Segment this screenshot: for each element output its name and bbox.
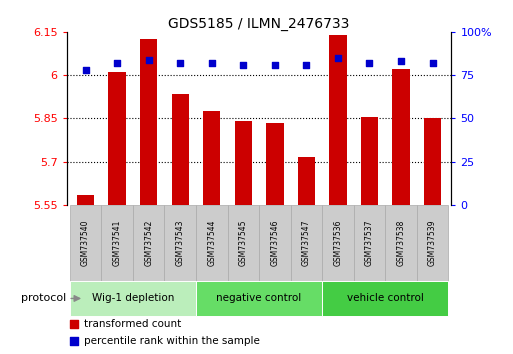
- Bar: [70, 205, 102, 281]
- Bar: [298, 158, 315, 205]
- Point: [82, 67, 90, 73]
- Point: [70, 338, 78, 343]
- Text: GSM737536: GSM737536: [333, 220, 342, 266]
- Point: [428, 60, 437, 66]
- Bar: [102, 205, 133, 281]
- Text: GSM737546: GSM737546: [270, 220, 280, 266]
- Point: [334, 55, 342, 61]
- Text: GSM737539: GSM737539: [428, 220, 437, 266]
- Text: transformed count: transformed count: [84, 319, 181, 329]
- Title: GDS5185 / ILMN_2476733: GDS5185 / ILMN_2476733: [168, 17, 350, 31]
- Text: GSM737544: GSM737544: [207, 220, 216, 266]
- Text: GSM737543: GSM737543: [176, 220, 185, 266]
- Bar: [385, 205, 417, 281]
- Text: GSM737545: GSM737545: [239, 220, 248, 266]
- Bar: [322, 281, 448, 316]
- Bar: [196, 205, 228, 281]
- Bar: [165, 205, 196, 281]
- Text: GSM737547: GSM737547: [302, 220, 311, 266]
- Bar: [322, 205, 353, 281]
- Bar: [424, 119, 441, 205]
- Bar: [171, 94, 189, 205]
- Bar: [133, 205, 165, 281]
- Bar: [361, 117, 378, 205]
- Point: [302, 62, 310, 68]
- Bar: [266, 123, 284, 205]
- Point: [145, 57, 153, 62]
- Point: [397, 58, 405, 64]
- Text: GSM737537: GSM737537: [365, 220, 374, 266]
- Bar: [228, 205, 259, 281]
- Bar: [353, 205, 385, 281]
- Bar: [259, 205, 290, 281]
- Point: [70, 321, 78, 326]
- Point: [208, 60, 216, 66]
- Bar: [417, 205, 448, 281]
- Bar: [77, 195, 94, 205]
- Text: GSM737542: GSM737542: [144, 220, 153, 266]
- Text: negative control: negative control: [216, 293, 302, 303]
- Bar: [290, 205, 322, 281]
- Text: vehicle control: vehicle control: [347, 293, 424, 303]
- Bar: [140, 39, 157, 205]
- Point: [271, 62, 279, 68]
- Bar: [234, 121, 252, 205]
- Point: [176, 60, 184, 66]
- Bar: [70, 281, 196, 316]
- Text: percentile rank within the sample: percentile rank within the sample: [84, 336, 260, 346]
- Bar: [392, 69, 410, 205]
- Text: GSM737538: GSM737538: [397, 220, 405, 266]
- Bar: [203, 111, 221, 205]
- Text: protocol: protocol: [22, 293, 67, 303]
- Point: [113, 60, 121, 66]
- Text: GSM737540: GSM737540: [81, 220, 90, 266]
- Bar: [329, 35, 347, 205]
- Bar: [108, 72, 126, 205]
- Text: GSM737541: GSM737541: [113, 220, 122, 266]
- Point: [239, 62, 247, 68]
- Text: Wig-1 depletion: Wig-1 depletion: [92, 293, 174, 303]
- Bar: [196, 281, 322, 316]
- Point: [365, 60, 373, 66]
